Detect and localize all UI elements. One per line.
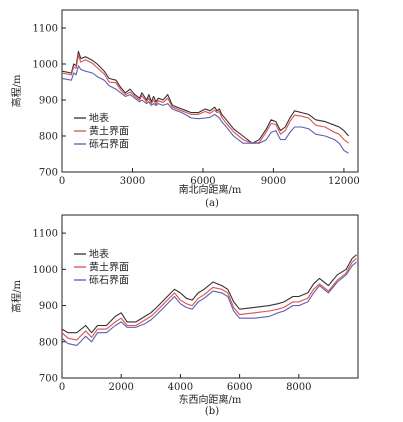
chart-panel-b: 700 800 900 1000 1100 0 2000 4000 6000 8000 东西向距离/… bbox=[10, 214, 359, 417]
y-axis-label: 高程/m bbox=[10, 74, 23, 107]
x-tick-label: 9000 bbox=[261, 176, 286, 187]
legend-label-2: 砾石界面 bbox=[89, 274, 129, 287]
y-axis-label: 高程/m bbox=[10, 280, 23, 313]
x-tick-label: 3000 bbox=[120, 176, 145, 187]
x-tick-label: 12000 bbox=[328, 176, 360, 187]
plot-frame bbox=[61, 9, 359, 173]
x-tick-label: 0 bbox=[59, 382, 65, 393]
x-tick-label: 8000 bbox=[286, 382, 311, 393]
x-tick-label: 4000 bbox=[168, 382, 193, 393]
y-tick-label: 1000 bbox=[33, 265, 58, 276]
x-tick-label: 2000 bbox=[108, 382, 133, 393]
series-line-0 bbox=[61, 50, 350, 144]
series-line-2 bbox=[61, 261, 357, 346]
x-tick-label: 6000 bbox=[190, 176, 215, 187]
legend-label-0: 地表 bbox=[89, 248, 109, 261]
y-tick-label: 1000 bbox=[33, 60, 58, 71]
series-line-1 bbox=[61, 258, 357, 341]
y-tick-label: 900 bbox=[39, 301, 58, 312]
y-tick-label: 900 bbox=[39, 96, 58, 107]
series-line-1 bbox=[61, 54, 349, 144]
x-axis-label: 东西向距离/m bbox=[179, 393, 242, 406]
panel-caption: (b) bbox=[205, 406, 219, 417]
series-line-0 bbox=[61, 254, 357, 334]
y-tick-label: 1100 bbox=[33, 229, 58, 240]
x-tick-label: 6000 bbox=[227, 382, 252, 393]
y-tick-label: 1100 bbox=[33, 24, 58, 35]
plot-frame bbox=[61, 214, 359, 379]
legend-label-1: 黄土界面 bbox=[89, 125, 129, 138]
legend-label-2: 砾石界面 bbox=[89, 138, 129, 151]
legend-label-1: 黄土界面 bbox=[89, 261, 129, 274]
panel-caption: (a) bbox=[205, 198, 219, 209]
y-tick-label: 700 bbox=[39, 374, 58, 385]
y-tick-label: 700 bbox=[39, 168, 58, 179]
y-tick-label: 800 bbox=[39, 132, 58, 143]
chart-panel-a: 700 800 900 1000 1100 0 3000 6000 9000 12000 南北向距离… bbox=[10, 9, 360, 209]
legend-label-0: 地表 bbox=[89, 112, 109, 125]
y-tick-label: 800 bbox=[39, 337, 58, 348]
x-tick-label: 0 bbox=[59, 176, 65, 187]
series-line-2 bbox=[61, 65, 349, 154]
x-axis-label: 南北向距离/m bbox=[179, 183, 242, 196]
